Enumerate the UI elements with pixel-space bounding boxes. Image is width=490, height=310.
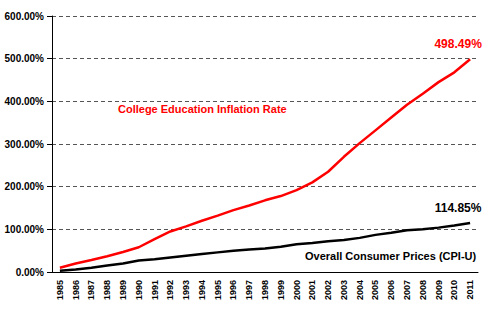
- svg-text:College Education Inflation Ra: College Education Inflation Rate: [118, 103, 287, 115]
- svg-text:2001: 2001: [307, 280, 317, 300]
- svg-text:600.00%: 600.00%: [5, 11, 45, 22]
- svg-text:1987: 1987: [86, 280, 96, 300]
- svg-text:2007: 2007: [402, 280, 412, 300]
- svg-text:500.00%: 500.00%: [5, 53, 45, 64]
- svg-text:400.00%: 400.00%: [5, 96, 45, 107]
- svg-text:2006: 2006: [386, 280, 396, 300]
- svg-text:Overall Consumer Prices (CPI-U: Overall Consumer Prices (CPI-U): [305, 250, 477, 262]
- svg-text:114.85%: 114.85%: [435, 201, 482, 215]
- svg-text:1996: 1996: [228, 280, 238, 300]
- svg-text:1986: 1986: [71, 280, 81, 300]
- svg-text:2000: 2000: [292, 280, 302, 300]
- svg-text:2004: 2004: [355, 280, 365, 300]
- svg-text:1991: 1991: [150, 280, 160, 300]
- svg-text:1988: 1988: [102, 280, 112, 300]
- svg-text:300.00%: 300.00%: [5, 139, 45, 150]
- svg-text:2010: 2010: [449, 280, 459, 300]
- svg-text:1999: 1999: [276, 280, 286, 300]
- svg-text:1989: 1989: [118, 280, 128, 300]
- svg-text:2002: 2002: [323, 280, 333, 300]
- svg-text:2005: 2005: [370, 280, 380, 300]
- svg-text:1993: 1993: [181, 280, 191, 300]
- svg-text:1985: 1985: [55, 280, 65, 300]
- svg-text:200.00%: 200.00%: [5, 181, 45, 192]
- svg-text:1994: 1994: [197, 280, 207, 300]
- svg-text:2008: 2008: [418, 280, 428, 300]
- svg-text:2003: 2003: [339, 280, 349, 300]
- svg-text:1995: 1995: [213, 280, 223, 300]
- svg-text:1998: 1998: [260, 280, 270, 300]
- svg-text:498.49%: 498.49%: [434, 37, 482, 51]
- svg-text:1990: 1990: [134, 280, 144, 300]
- svg-text:1992: 1992: [165, 280, 175, 300]
- svg-text:1997: 1997: [244, 280, 254, 300]
- svg-text:2009: 2009: [434, 280, 444, 300]
- svg-text:100.00%: 100.00%: [5, 224, 45, 235]
- svg-text:0.00%: 0.00%: [16, 267, 44, 278]
- svg-text:2011: 2011: [465, 280, 475, 300]
